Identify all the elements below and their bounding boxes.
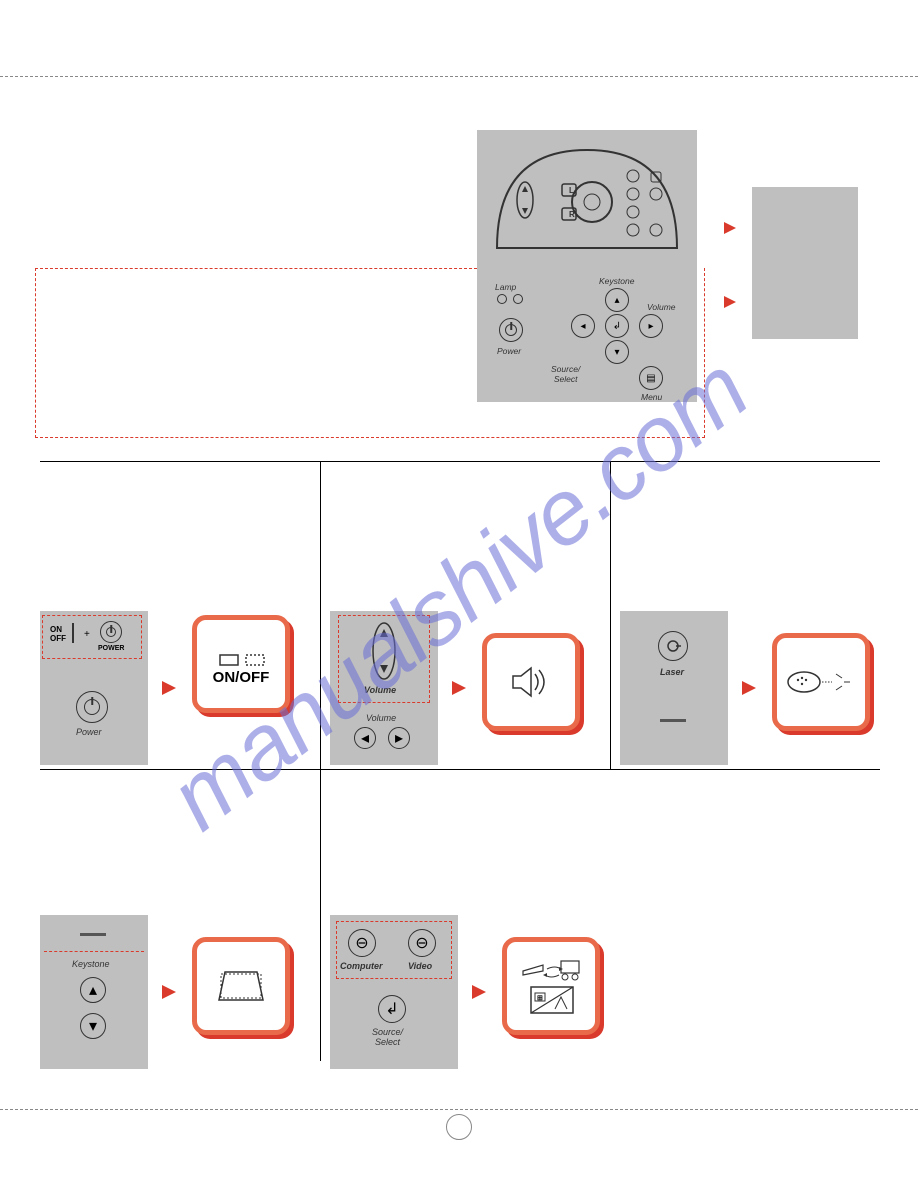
volume-arrow — [452, 681, 466, 695]
keystone-dash-top — [80, 933, 106, 936]
video-btn: ⊖ — [408, 929, 436, 957]
source-select-label: Source/ Select — [551, 364, 580, 384]
laser-pointer-icon — [786, 664, 856, 700]
vol-left-btn: ◂ — [354, 727, 376, 749]
keystone-dash-line — [44, 951, 144, 952]
laser-cell: Laser — [620, 611, 890, 765]
grid-v1 — [320, 461, 321, 1061]
remote-diagram: L R Lamp Power Keystone ▴ ▾ ◂ ↲ ▸ Volume — [477, 130, 697, 402]
side-callout-box — [752, 187, 858, 339]
vol-right-btn: ▸ — [388, 727, 410, 749]
lamp-label: Lamp — [495, 282, 516, 292]
keystone-up-icon: ▴ — [605, 288, 629, 312]
volume-cell: Volume Volume ◂ ▸ — [330, 611, 600, 765]
source-select-label: Source/ Select — [372, 1027, 403, 1047]
grid-top-rule — [40, 461, 880, 462]
lamp-led-2 — [513, 294, 523, 304]
onoff-arrow — [162, 681, 176, 695]
nav-enter-icon: ↲ — [605, 314, 629, 338]
laser-tile — [772, 633, 870, 731]
remote-upper-panel: L R — [477, 130, 697, 268]
onoff-text: ON/OFF — [213, 669, 270, 686]
keystone-down-icon: ▾ — [605, 340, 629, 364]
power-label: Power — [497, 346, 521, 356]
source-switch-icon: ⊞ — [515, 955, 587, 1017]
keystone-up: ▴ — [80, 977, 106, 1003]
keypad-lower-panel: Lamp Power Keystone ▴ ▾ ◂ ↲ ▸ Volume Sou… — [477, 268, 697, 402]
power-text-small: POWER — [98, 645, 124, 652]
laser-btn-icon — [658, 631, 688, 661]
source-tile: ⊞ — [502, 937, 600, 1035]
volume-label-1: Volume — [364, 685, 396, 695]
volume-label: Volume — [647, 302, 676, 312]
plus-icon: + — [84, 629, 90, 640]
remote-svg: L R — [477, 130, 697, 268]
source-cell: ⊖ Computer ⊖ Video ↲ Source/ Select — [330, 915, 610, 1069]
callout-arrow-1 — [724, 222, 736, 234]
source-arrow — [472, 985, 486, 999]
keystone-label: Keystone — [599, 276, 634, 286]
onoff-cell: ON OFF + POWER Power ON/OFF — [40, 611, 310, 765]
power-circle-large — [76, 691, 108, 723]
page-number-circle — [446, 1114, 472, 1140]
source-controls: ⊖ Computer ⊖ Video ↲ Source/ Select — [330, 915, 458, 1069]
onoff-switch: ON OFF — [50, 625, 66, 643]
laser-dash — [660, 719, 686, 722]
svg-text:L: L — [569, 186, 574, 195]
nav-right-icon: ▸ — [639, 314, 663, 338]
keystone-cell: Keystone ▴ ▾ — [40, 915, 310, 1069]
red-dash-top-left — [35, 268, 477, 269]
power-button-icon — [499, 318, 523, 342]
watermark: manualshive.com — [151, 337, 768, 851]
switch-divider — [72, 623, 74, 643]
keystone-tile — [192, 937, 290, 1035]
volume-tile — [482, 633, 580, 731]
computer-btn: ⊖ — [348, 929, 376, 957]
onoff-controls: ON OFF + POWER Power — [40, 611, 148, 765]
keystone-label: Keystone — [72, 959, 110, 969]
power-label-lower: Power — [76, 727, 102, 737]
speaker-icon — [507, 662, 555, 702]
power-icon-small — [100, 621, 122, 643]
video-label: Video — [408, 961, 432, 971]
lamp-led-1 — [497, 294, 507, 304]
laser-arrow — [742, 681, 756, 695]
menu-button-icon: ▤ — [639, 366, 663, 390]
svg-text:R: R — [569, 210, 575, 219]
grid-v2 — [610, 461, 611, 769]
projector-icon — [216, 643, 266, 669]
keystone-controls: Keystone ▴ ▾ — [40, 915, 148, 1069]
volume-controls: Volume Volume ◂ ▸ — [330, 611, 438, 765]
keystone-down: ▾ — [80, 1013, 106, 1039]
volume-rocker — [370, 621, 398, 686]
onoff-tile: ON/OFF — [192, 615, 290, 713]
page-top-divider — [0, 76, 918, 77]
switch-off-text: OFF — [50, 634, 66, 643]
laser-label: Laser — [660, 667, 684, 677]
laser-controls: Laser — [620, 611, 728, 765]
page-bottom-divider — [0, 1109, 918, 1110]
source-enter: ↲ — [378, 995, 406, 1023]
keystone-icon — [213, 964, 269, 1008]
grid-mid-rule — [40, 769, 880, 770]
callout-arrow-2 — [724, 296, 736, 308]
computer-label: Computer — [340, 961, 383, 971]
svg-text:⊞: ⊞ — [537, 995, 543, 1002]
keystone-arrow — [162, 985, 176, 999]
nav-left-icon: ◂ — [571, 314, 595, 338]
volume-label-2: Volume — [366, 713, 396, 723]
menu-label: Menu — [641, 392, 662, 402]
switch-on-text: ON — [50, 625, 66, 634]
